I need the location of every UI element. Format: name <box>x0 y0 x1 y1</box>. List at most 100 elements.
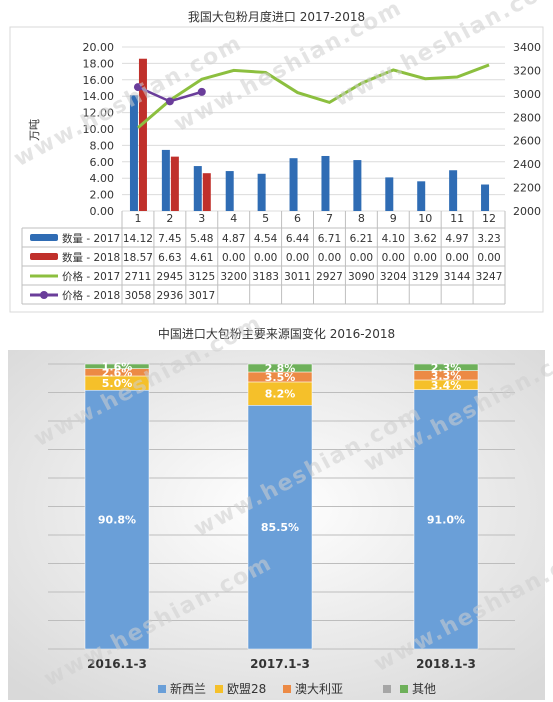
bar-2017 <box>449 170 458 211</box>
x-tick-label: 12 <box>482 212 496 225</box>
legend-label: 新西兰 <box>170 681 206 696</box>
legend-label: 其他 <box>412 682 436 696</box>
segment-label: 2.3% <box>431 361 462 374</box>
bar-2018 <box>202 173 211 211</box>
legend-label: 欧盟28 <box>227 682 266 696</box>
table-cell: 3058 <box>125 290 152 302</box>
table-cell: 7.45 <box>158 233 181 245</box>
table-cell: 3125 <box>188 271 215 283</box>
bar-2017 <box>353 160 362 211</box>
x-tick-label: 6 <box>294 212 301 225</box>
legend-label: 澳大利亚 <box>295 682 343 696</box>
table-cell: 6.63 <box>158 252 181 264</box>
chart1-title: 我国大包粉月度进口 2017-2018 <box>187 10 366 24</box>
x-tick-label: 2 <box>166 212 173 225</box>
table-cell: 2945 <box>157 271 184 283</box>
bar-2017 <box>257 173 266 211</box>
legend-label: 价格 - 2018 <box>62 289 120 302</box>
table-cell: 3204 <box>380 271 407 283</box>
table-cell: 0.00 <box>318 252 341 264</box>
legend-label: 数量 - 2017 <box>62 232 120 245</box>
y-left-tick-label: 2.00 <box>90 189 115 202</box>
x-tick-label: 11 <box>450 212 464 225</box>
legend-swatch <box>383 685 391 693</box>
x-tick-label: 4 <box>230 212 237 225</box>
segment-label: 2.6% <box>102 366 133 379</box>
stacked-segment <box>84 389 150 650</box>
table-cell: 3090 <box>348 271 375 283</box>
bar-2017 <box>289 158 298 211</box>
table-cell: 0.00 <box>445 252 468 264</box>
y-left-tick-label: 20.00 <box>83 41 115 54</box>
y-right-tick-label: 3400 <box>513 41 541 54</box>
legend-swatch <box>400 685 408 693</box>
y-left-tick-label: 8.00 <box>90 139 115 152</box>
line-marker <box>197 87 206 96</box>
table-cell: 3.23 <box>477 233 500 245</box>
table-cell: 0.00 <box>222 252 245 264</box>
table-cell: 2711 <box>125 271 152 283</box>
y-left-tick-label: 12.00 <box>83 107 115 120</box>
y-left-tick-label: 0.00 <box>90 205 115 218</box>
segment-label: 85.5% <box>261 521 299 534</box>
table-cell: 3144 <box>444 271 471 283</box>
table-cell: 4.61 <box>190 252 213 264</box>
x-tick-label: 2016.1-3 <box>87 657 147 671</box>
table-cell: 3183 <box>252 271 279 283</box>
y-left-tick-label: 14.00 <box>83 90 115 103</box>
table-cell: 0.00 <box>254 252 277 264</box>
stacked-segment <box>413 363 479 371</box>
table-cell: 0.00 <box>350 252 373 264</box>
legend-swatch <box>158 685 166 693</box>
bar-2017 <box>225 171 234 211</box>
y-right-tick-label: 2000 <box>513 205 541 218</box>
table-cell: 3247 <box>476 271 503 283</box>
y-right-tick-label: 3000 <box>513 88 541 101</box>
line-marker <box>133 83 142 92</box>
bar-2017 <box>161 149 170 211</box>
line-marker <box>165 97 174 106</box>
table-cell: 6.21 <box>350 233 373 245</box>
stacked-segment <box>84 363 150 369</box>
legend-swatch <box>215 685 223 693</box>
chart1-frame <box>9 26 544 313</box>
legend-label: 数量 - 2018 <box>62 251 120 264</box>
stacked-segment <box>413 389 479 650</box>
segment-label: 3.5% <box>265 371 296 384</box>
x-tick-label: 7 <box>326 212 333 225</box>
table-cell: 4.87 <box>222 233 245 245</box>
segment-label: 90.8% <box>98 514 136 527</box>
x-tick-label: 8 <box>358 212 365 225</box>
legend-key <box>30 234 58 241</box>
table-cell: 3129 <box>412 271 439 283</box>
y-left-tick-label: 10.00 <box>83 123 115 136</box>
table-cell: 14.12 <box>123 233 153 245</box>
table-cell: 0.00 <box>477 252 500 264</box>
y-right-tick-label: 3200 <box>513 64 541 77</box>
table-cell: 4.97 <box>445 233 468 245</box>
table-cell: 4.10 <box>382 233 405 245</box>
y-left-tick-label: 18.00 <box>83 57 115 70</box>
table-cell: 6.44 <box>286 233 310 245</box>
table-cell: 2927 <box>316 271 343 283</box>
monthly-import-chart: 0.002.004.006.008.0010.0012.0014.0016.00… <box>9 26 544 313</box>
stacked-segment <box>247 363 313 373</box>
table-cell: 3017 <box>188 290 215 302</box>
table-cell: 0.00 <box>414 252 437 264</box>
legend-swatch <box>283 685 291 693</box>
table-cell: 3011 <box>284 271 311 283</box>
table-cell: 2936 <box>157 290 184 302</box>
y-left-tick-label: 4.00 <box>90 172 115 185</box>
x-tick-label: 5 <box>262 212 269 225</box>
x-tick-label: 2018.1-3 <box>416 657 476 671</box>
table-cell: 0.00 <box>286 252 309 264</box>
y-right-tick-label: 2600 <box>513 135 541 148</box>
table-cell: 5.48 <box>190 233 213 245</box>
legend-label: 价格 - 2017 <box>62 270 120 283</box>
x-tick-label: 9 <box>390 212 397 225</box>
legend-key <box>40 291 48 299</box>
stacked-segment <box>247 405 313 650</box>
segment-label: 3.4% <box>431 379 462 392</box>
x-tick-label: 2017.1-3 <box>250 657 310 671</box>
